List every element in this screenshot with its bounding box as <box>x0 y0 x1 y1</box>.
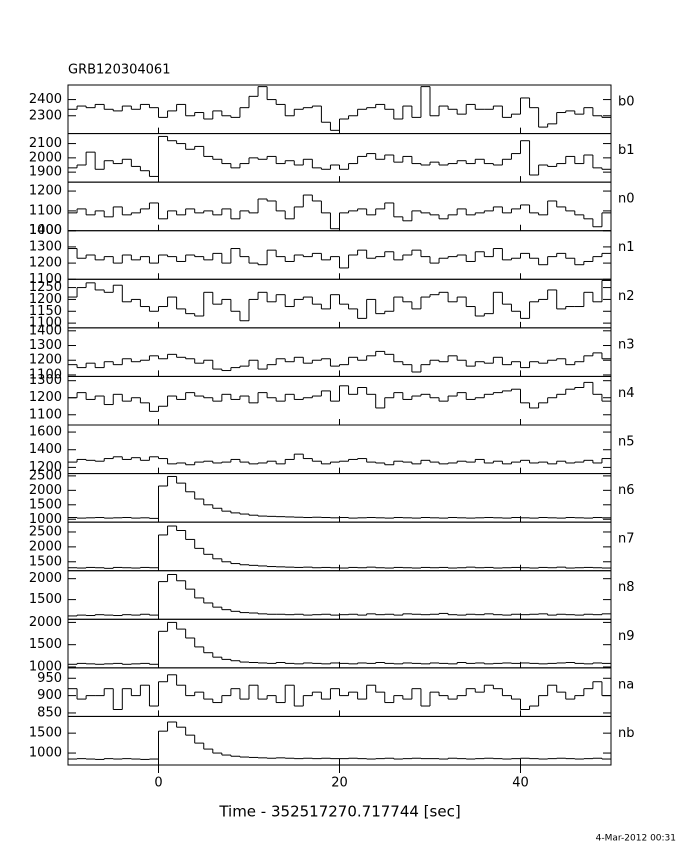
y-tick-label: 2000 <box>29 571 62 586</box>
y-tick-label: 1400 <box>29 323 62 338</box>
y-tick-label: 1500 <box>29 637 62 652</box>
panel-label: n3 <box>618 337 635 352</box>
y-tick-label: 950 <box>37 671 62 686</box>
panel-label: n4 <box>618 386 635 401</box>
panel-frame <box>67 327 612 377</box>
panel-label: b0 <box>618 95 635 110</box>
panel-label: n2 <box>618 289 635 304</box>
y-tick-label: 2300 <box>29 108 62 123</box>
footer-date: 4-Mar-2012 00:31 <box>596 834 676 844</box>
panel-label: nb <box>618 726 635 741</box>
panel-label: b1 <box>618 143 635 158</box>
panel-label: na <box>618 677 634 692</box>
panel-label: n6 <box>618 483 635 498</box>
y-tick-label: 1300 <box>29 338 62 353</box>
y-tick-label: 2000 <box>29 150 62 165</box>
y-tick-label: 1200 <box>29 390 62 405</box>
chart-title: GRB120304061 <box>68 63 170 78</box>
panel-label: n9 <box>618 629 635 644</box>
y-tick-label: 1000 <box>29 512 62 527</box>
x-tick-label: 40 <box>512 776 529 791</box>
panel-frame <box>67 473 612 523</box>
y-tick-label: 1000 <box>29 659 62 674</box>
y-tick-label: 1100 <box>29 367 62 382</box>
y-tick-label: 2500 <box>29 524 62 539</box>
panel-label: n0 <box>618 192 635 207</box>
y-tick-label: 2000 <box>29 615 62 630</box>
y-tick-label: 1200 <box>29 460 62 475</box>
panel-frame <box>67 521 612 572</box>
y-tick-label: 2500 <box>29 468 62 483</box>
y-tick-label: 1500 <box>29 592 62 607</box>
y-tick-label: 1500 <box>29 726 62 741</box>
y-tick-label: 1400 <box>29 223 62 238</box>
y-tick-label: 1200 <box>29 256 62 271</box>
y-tick-label: 1400 <box>29 442 62 457</box>
x-tick-label: 20 <box>331 776 348 791</box>
panel-label: n8 <box>618 580 635 595</box>
panel-label: n1 <box>618 240 635 255</box>
y-tick-label: 1900 <box>29 165 62 180</box>
y-tick-label: 2000 <box>29 539 62 554</box>
panel-frame <box>67 618 612 669</box>
y-tick-label: 1300 <box>29 373 62 388</box>
x-tick-label: 0 <box>154 776 162 791</box>
y-tick-label: 1100 <box>29 272 62 287</box>
y-tick-label: 1200 <box>29 184 62 199</box>
y-tick-label: 850 <box>37 705 62 720</box>
y-tick-label: 2100 <box>29 136 62 151</box>
panel-frame <box>67 715 612 766</box>
y-tick-label: 1000 <box>29 223 62 238</box>
y-tick-label: 2400 <box>29 92 62 107</box>
y-tick-label: 1600 <box>29 425 62 440</box>
panel-label: n5 <box>618 435 635 450</box>
y-tick-label: 1000 <box>29 746 62 761</box>
y-tick-label: 1200 <box>29 353 62 368</box>
y-tick-label: 1500 <box>29 497 62 512</box>
panel-label: n7 <box>618 532 635 547</box>
x-axis-label: Time - 352517270.717744 [sec] <box>218 803 460 821</box>
y-tick-label: 1100 <box>29 203 62 218</box>
y-tick-label: 900 <box>37 688 62 703</box>
y-tick-label: 1150 <box>29 304 62 319</box>
y-tick-label: 1100 <box>29 407 62 422</box>
y-tick-label: 1500 <box>29 554 62 569</box>
y-tick-label: 1250 <box>29 280 62 295</box>
panel-frame <box>67 570 612 620</box>
panel-frame <box>67 424 612 475</box>
y-tick-label: 1300 <box>29 239 62 254</box>
y-tick-label: 1100 <box>29 316 62 331</box>
y-tick-label: 1200 <box>29 292 62 307</box>
y-tick-label: 2000 <box>29 483 62 498</box>
